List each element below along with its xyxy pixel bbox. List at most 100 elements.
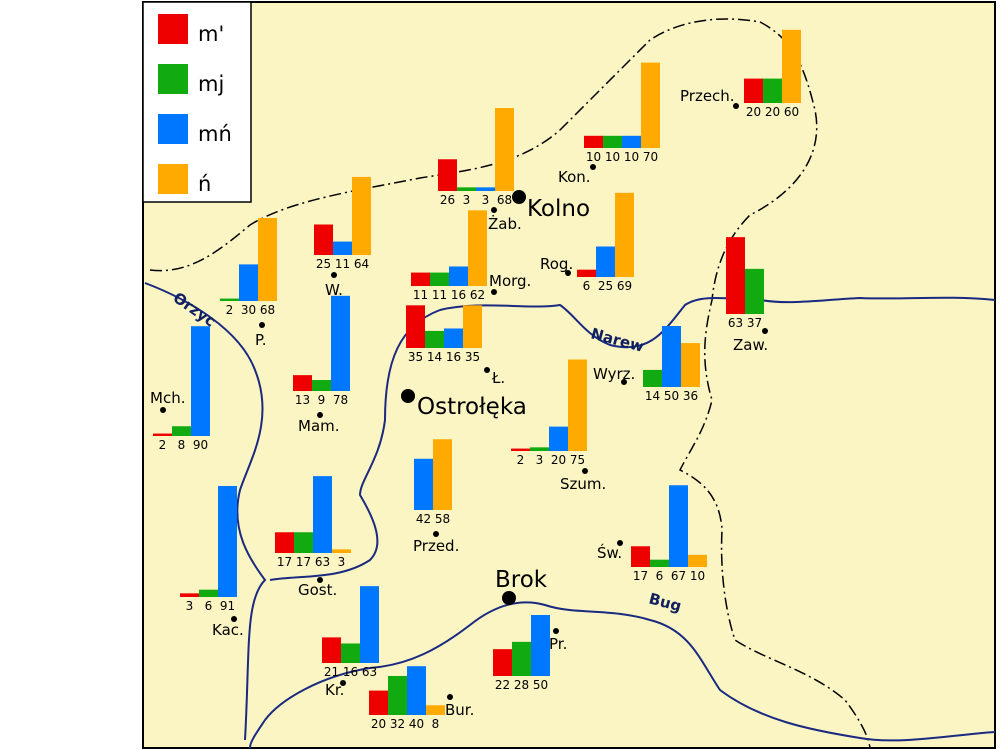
place-dot — [331, 272, 337, 278]
value-label: 2 — [517, 453, 525, 467]
place-label: Przech. — [680, 87, 735, 105]
place-dot — [447, 694, 453, 700]
place-label: Ł. — [491, 369, 505, 387]
river-narew — [269, 296, 996, 581]
river-orzyc — [144, 282, 267, 741]
place-dot — [621, 379, 627, 385]
legend-label: mj — [198, 72, 224, 96]
bar — [643, 369, 662, 387]
value-label: 70 — [643, 150, 658, 164]
place-label: Zaw. — [733, 336, 768, 354]
bar — [314, 224, 333, 255]
value-label: 14 — [427, 350, 442, 364]
bar — [425, 330, 444, 348]
bar — [531, 615, 550, 676]
value-label: 25 — [316, 257, 331, 271]
place-dot — [317, 577, 323, 583]
bar — [293, 375, 312, 391]
place-label: Bur. — [445, 701, 474, 719]
bar — [584, 135, 603, 148]
bar — [622, 135, 641, 148]
place-dot — [259, 322, 265, 328]
value-label: 78 — [333, 393, 348, 407]
value-label: 10 — [586, 150, 601, 164]
bar — [294, 532, 313, 553]
bar — [468, 210, 487, 286]
bar — [463, 305, 482, 348]
value-label: 17 — [277, 555, 292, 569]
value-label: 22 — [495, 678, 510, 692]
bar — [414, 458, 433, 510]
bar — [258, 218, 277, 301]
value-label: 9 — [318, 393, 326, 407]
bar — [172, 426, 191, 436]
city-dot — [512, 190, 526, 204]
bar — [369, 690, 388, 715]
value-label: 30 — [241, 303, 256, 317]
value-label: 60 — [784, 105, 799, 119]
value-label: 8 — [432, 717, 440, 731]
bar — [641, 62, 660, 148]
value-label: 16 — [451, 288, 466, 302]
value-label: 13 — [295, 393, 310, 407]
value-label: 28 — [514, 678, 529, 692]
place-label: Kon. — [558, 168, 591, 186]
bar — [388, 675, 407, 715]
place-dot — [582, 468, 588, 474]
legend-swatch — [158, 64, 188, 94]
bar — [512, 641, 531, 676]
bar — [332, 549, 351, 553]
bar — [341, 643, 360, 663]
river-bug — [249, 601, 996, 749]
value-label: 90 — [193, 438, 208, 452]
bar — [603, 135, 622, 148]
value-label: 16 — [343, 665, 358, 679]
place-label: Pr. — [549, 635, 567, 653]
value-label: 8 — [178, 438, 186, 452]
bar — [530, 447, 549, 451]
value-label: 37 — [747, 316, 762, 330]
value-label: 3 — [186, 599, 194, 613]
place-dot — [231, 616, 237, 622]
bar — [218, 485, 237, 597]
place-label: Kac. — [212, 621, 244, 639]
bar — [493, 649, 512, 676]
place-dot — [491, 207, 497, 213]
value-label: 69 — [617, 279, 632, 293]
value-label: 2 — [226, 303, 234, 317]
place-label: Rog. — [540, 255, 573, 273]
place-label: Mam. — [298, 417, 340, 435]
legend-swatch — [158, 14, 188, 44]
value-label: 62 — [470, 288, 485, 302]
value-label: 91 — [220, 599, 235, 613]
bar — [411, 272, 430, 286]
place-dot — [433, 531, 439, 537]
bar — [669, 485, 688, 567]
value-label: 16 — [446, 350, 461, 364]
bar — [650, 559, 669, 567]
bar — [312, 380, 331, 391]
bar — [199, 589, 218, 597]
value-label: 21 — [324, 665, 339, 679]
value-label: 20 — [765, 105, 780, 119]
value-label: 35 — [465, 350, 480, 364]
place-label: Żab. — [488, 214, 522, 233]
bar — [433, 439, 452, 510]
value-label: 3 — [463, 193, 471, 207]
value-label: 67 — [671, 569, 686, 583]
place-label: Szum. — [560, 475, 606, 493]
bar — [495, 108, 514, 191]
value-label: 11 — [413, 288, 428, 302]
place-dot — [590, 164, 596, 170]
value-label: 6 — [205, 599, 213, 613]
value-label: 20 — [551, 453, 566, 467]
bar — [577, 269, 596, 277]
value-label: 10 — [690, 569, 705, 583]
bar — [153, 433, 172, 436]
bar — [763, 78, 782, 103]
bar — [568, 359, 587, 451]
bar — [681, 343, 700, 387]
value-label: 68 — [260, 303, 275, 317]
place-label: Św. — [597, 543, 622, 562]
